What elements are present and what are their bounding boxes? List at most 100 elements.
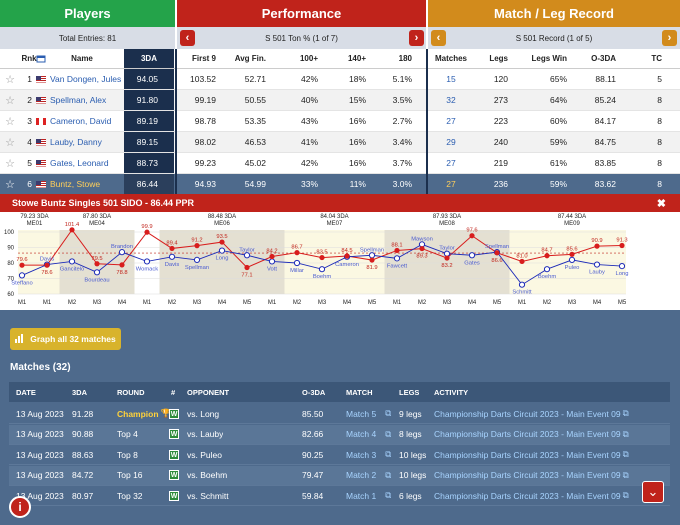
match-link[interactable]: Match 3 ⧉ — [346, 445, 391, 464]
external-link-icon[interactable]: ⧉ — [622, 469, 629, 480]
match-3da: 80.97 — [72, 490, 94, 501]
match-opponent: vs. Schmitt — [187, 490, 229, 501]
player-name[interactable]: Cameron, David — [50, 116, 112, 126]
match-link-label[interactable]: Match 2 — [346, 470, 377, 480]
player-name-cell[interactable]: Gates, Leonard — [36, 153, 122, 173]
record-next-button[interactable]: › — [662, 30, 677, 46]
star-icon[interactable]: ☆ — [5, 178, 15, 191]
external-link-icon[interactable]: ⧉ — [385, 490, 392, 500]
col-140[interactable]: 140+ — [347, 54, 366, 63]
activity-link[interactable]: Championship Darts Circuit 2023 - Main E… — [434, 429, 621, 439]
col-avgfin[interactable]: Avg Fin. — [234, 54, 266, 63]
sort-icon[interactable] — [36, 49, 52, 68]
col-name[interactable]: Name — [71, 54, 93, 63]
external-link-icon[interactable]: ⧉ — [622, 449, 629, 459]
player-row[interactable]: ☆ 1 Van Dongen, Jules 94.05 103.52 52.71… — [0, 69, 680, 90]
col-3da[interactable]: 3DA — [124, 49, 174, 68]
match-round: Champion 🏆 — [117, 404, 171, 423]
star-icon[interactable]: ☆ — [5, 94, 15, 107]
player-point — [569, 251, 575, 257]
player-row[interactable]: ☆ 5 Gates, Leonard 88.73 99.23 45.02 42%… — [0, 153, 680, 174]
win-badge: W — [169, 408, 179, 419]
player-matches[interactable]: 15 — [446, 74, 456, 84]
performance-prev-button[interactable]: ‹ — [180, 30, 195, 46]
star-icon[interactable]: ☆ — [5, 115, 15, 128]
col-rnk[interactable]: Rnk — [21, 54, 37, 63]
match-activity[interactable]: Championship Darts Circuit 2023 - Main E… — [434, 466, 629, 485]
player-name[interactable]: Gates, Leonard — [50, 158, 109, 168]
player-name-cell[interactable]: Lauby, Danny — [36, 132, 122, 152]
player-name-cell[interactable]: Spellman, Alex — [36, 90, 122, 110]
col-legs[interactable]: Legs — [489, 54, 508, 63]
performance-next-button[interactable]: › — [409, 30, 424, 46]
player-180: 3.0% — [392, 179, 412, 189]
close-icon[interactable]: ✖ — [656, 197, 666, 210]
match-link[interactable]: Match 2 ⧉ — [346, 466, 391, 485]
col-tc[interactable]: TC — [651, 54, 662, 63]
match-link-label[interactable]: Match 4 — [346, 429, 377, 439]
flag-icon — [36, 96, 46, 104]
player-name-cell[interactable]: Van Dongen, Jules — [36, 69, 122, 89]
star-icon[interactable]: ☆ — [5, 157, 15, 170]
player-name[interactable]: Spellman, Alex — [50, 95, 107, 105]
activity-link[interactable]: Championship Darts Circuit 2023 - Main E… — [434, 408, 621, 419]
match-activity[interactable]: Championship Darts Circuit 2023 - Main E… — [434, 404, 629, 423]
match-link[interactable]: Match 5 ⧉ — [346, 404, 391, 423]
player-name[interactable]: Buntz, Stowe — [50, 179, 101, 189]
match-activity[interactable]: Championship Darts Circuit 2023 - Main E… — [434, 425, 629, 444]
external-link-icon[interactable]: ⧉ — [622, 490, 629, 500]
opponent-point — [193, 256, 201, 264]
match-link[interactable]: Match 4 ⧉ — [346, 425, 391, 444]
external-link-icon[interactable]: ⧉ — [385, 449, 392, 459]
player-row[interactable]: ☆ 2 Spellman, Alex 91.80 99.19 50.55 40%… — [0, 90, 680, 111]
player-matches[interactable]: 29 — [446, 137, 456, 147]
external-link-icon[interactable]: ⧉ — [385, 469, 392, 480]
col-first9[interactable]: First 9 — [191, 54, 216, 63]
player-point — [394, 247, 400, 254]
player-matches[interactable]: 27 — [446, 179, 456, 189]
player-legswin: 65% — [549, 74, 567, 84]
activity-link[interactable]: Championship Darts Circuit 2023 - Main E… — [434, 490, 621, 501]
match-date: 13 Aug 2023 — [16, 470, 64, 480]
player-name-cell[interactable]: Cameron, David — [36, 111, 122, 131]
match-activity[interactable]: Championship Darts Circuit 2023 - Main E… — [434, 445, 629, 464]
player-first9: 103.52 — [190, 74, 216, 84]
player-point — [369, 257, 375, 263]
external-link-icon[interactable]: ⧉ — [622, 408, 629, 418]
player-row[interactable]: ☆ 4 Lauby, Danny 89.15 98.02 46.53 41% 1… — [0, 132, 680, 153]
player-matches[interactable]: 32 — [446, 95, 456, 105]
col-matches[interactable]: Matches — [434, 54, 467, 63]
player-value-label: 89.3 — [416, 254, 427, 260]
match-link[interactable]: Match 1 ⧉ — [346, 486, 391, 505]
player-name-cell[interactable]: Buntz, Stowe — [36, 174, 122, 194]
graph-all-matches-button[interactable]: Graph all 32 matches — [10, 328, 121, 350]
external-link-icon[interactable]: ⧉ — [622, 428, 629, 439]
player-matches[interactable]: 27 — [446, 158, 456, 168]
col-legswin[interactable]: Legs Win — [531, 54, 567, 63]
event-3da-label: 79.23 3DA — [20, 214, 48, 220]
activity-link[interactable]: Championship Darts Circuit 2023 - Main E… — [434, 449, 621, 460]
info-button[interactable]: i — [9, 496, 31, 518]
star-icon[interactable]: ☆ — [5, 73, 15, 86]
col-o3da[interactable]: O-3DA — [591, 54, 616, 63]
record-prev-button[interactable]: ‹ — [431, 30, 446, 46]
player-point — [294, 250, 300, 256]
activity-link[interactable]: Championship Darts Circuit 2023 - Main E… — [434, 470, 621, 480]
external-link-icon[interactable]: ⧉ — [385, 428, 392, 439]
player-name[interactable]: Lauby, Danny — [50, 137, 102, 147]
player-row[interactable]: ☆ 6 Buntz, Stowe 86.44 94.93 54.99 33% 1… — [0, 174, 680, 195]
col-100[interactable]: 100+ — [299, 54, 318, 63]
match-activity[interactable]: Championship Darts Circuit 2023 - Main E… — [434, 486, 629, 505]
player-3da: 88.73 — [124, 153, 174, 173]
star-icon[interactable]: ☆ — [5, 136, 15, 149]
match-link-label[interactable]: Match 5 — [346, 408, 377, 419]
opponent-label: Brandon — [111, 244, 133, 250]
player-matches[interactable]: 27 — [446, 116, 456, 126]
col-180[interactable]: 180 — [398, 54, 412, 63]
match-link-label[interactable]: Match 3 — [346, 449, 377, 460]
player-row[interactable]: ☆ 3 Cameron, David 89.19 98.78 53.35 43%… — [0, 111, 680, 132]
match-link-label[interactable]: Match 1 — [346, 490, 377, 501]
player-name[interactable]: Van Dongen, Jules — [50, 74, 122, 84]
scroll-down-button[interactable]: ⌄ — [642, 481, 664, 503]
external-link-icon[interactable]: ⧉ — [385, 408, 392, 418]
